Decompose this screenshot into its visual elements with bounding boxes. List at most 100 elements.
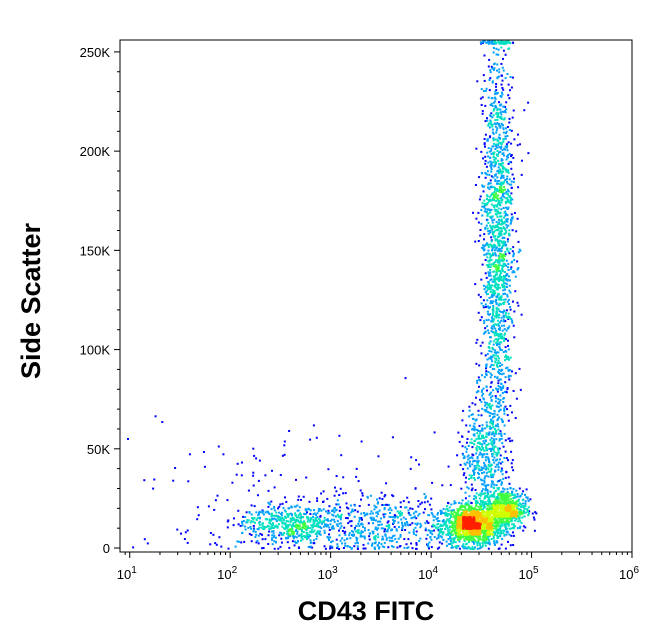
data-point xyxy=(508,378,511,381)
data-point xyxy=(490,278,493,281)
data-point xyxy=(467,430,470,433)
data-point xyxy=(444,521,447,524)
data-point xyxy=(459,508,462,511)
data-point xyxy=(498,341,501,344)
data-point xyxy=(487,514,489,517)
data-point xyxy=(500,182,503,185)
data-point xyxy=(491,455,494,458)
data-point xyxy=(451,522,454,525)
data-point xyxy=(476,532,478,535)
data-point xyxy=(498,42,501,45)
data-point xyxy=(461,509,464,512)
data-point xyxy=(485,517,488,520)
data-point xyxy=(501,162,504,165)
data-point xyxy=(353,504,356,507)
data-point xyxy=(412,512,415,515)
data-point xyxy=(481,424,484,427)
data-point xyxy=(457,519,460,522)
data-point xyxy=(472,418,475,420)
data-point xyxy=(347,522,350,525)
data-point xyxy=(500,215,503,218)
data-point xyxy=(386,530,389,533)
data-point xyxy=(499,462,502,465)
data-point xyxy=(506,488,509,491)
data-point xyxy=(500,143,503,146)
data-point xyxy=(492,291,495,294)
data-point xyxy=(312,542,315,545)
data-point xyxy=(490,437,493,440)
data-point xyxy=(404,522,406,525)
data-point xyxy=(256,539,259,542)
data-point xyxy=(508,325,511,328)
data-point xyxy=(505,519,508,522)
data-point xyxy=(252,520,255,523)
data-point xyxy=(252,524,255,527)
data-point xyxy=(507,154,510,157)
data-point xyxy=(496,511,499,514)
data-point xyxy=(502,240,505,243)
data-point xyxy=(333,507,336,509)
data-point xyxy=(442,512,445,515)
data-point xyxy=(500,172,503,175)
data-point xyxy=(337,515,340,518)
data-point xyxy=(493,205,496,208)
data-point xyxy=(497,417,500,420)
data-point xyxy=(494,292,497,295)
data-point xyxy=(350,524,353,527)
data-point xyxy=(492,109,495,112)
data-point xyxy=(479,513,482,516)
data-point xyxy=(404,524,407,527)
data-point xyxy=(489,69,492,72)
data-point xyxy=(490,493,493,496)
data-point xyxy=(437,529,440,532)
data-point xyxy=(500,296,503,299)
data-point xyxy=(488,510,491,513)
data-point xyxy=(502,502,505,505)
data-point xyxy=(511,411,513,414)
data-point xyxy=(508,117,511,120)
data-point xyxy=(335,503,338,506)
data-point xyxy=(497,48,500,51)
data-point xyxy=(480,400,483,403)
data-point xyxy=(487,527,490,530)
data-point xyxy=(492,156,495,159)
data-point xyxy=(504,513,506,516)
data-point xyxy=(506,531,509,534)
data-point xyxy=(475,147,478,150)
data-point xyxy=(152,487,155,490)
data-point xyxy=(501,337,503,340)
data-point xyxy=(281,521,284,524)
data-point xyxy=(428,541,431,544)
data-point xyxy=(489,77,492,80)
data-point xyxy=(496,198,499,201)
data-point xyxy=(298,528,301,530)
data-point xyxy=(495,161,498,164)
data-point xyxy=(506,491,509,494)
data-point xyxy=(487,186,489,189)
data-point xyxy=(494,138,497,141)
data-point xyxy=(496,266,499,269)
data-point xyxy=(524,505,527,507)
data-point xyxy=(508,47,511,50)
data-point xyxy=(499,408,502,411)
data-point xyxy=(488,514,491,517)
data-point xyxy=(380,517,383,520)
data-point xyxy=(339,518,342,521)
data-point xyxy=(481,531,484,534)
data-point xyxy=(353,545,356,548)
data-point xyxy=(492,263,495,266)
data-point xyxy=(499,512,502,514)
data-point xyxy=(479,344,482,347)
data-point xyxy=(496,77,499,80)
data-point xyxy=(367,522,370,525)
data-point xyxy=(490,320,493,323)
data-point xyxy=(355,467,358,470)
data-point xyxy=(493,158,496,161)
data-point xyxy=(433,525,436,528)
data-point xyxy=(495,540,498,543)
data-point xyxy=(349,537,352,540)
data-point xyxy=(495,199,497,202)
data-point xyxy=(146,542,149,545)
data-point xyxy=(327,537,330,540)
data-point xyxy=(486,242,488,245)
